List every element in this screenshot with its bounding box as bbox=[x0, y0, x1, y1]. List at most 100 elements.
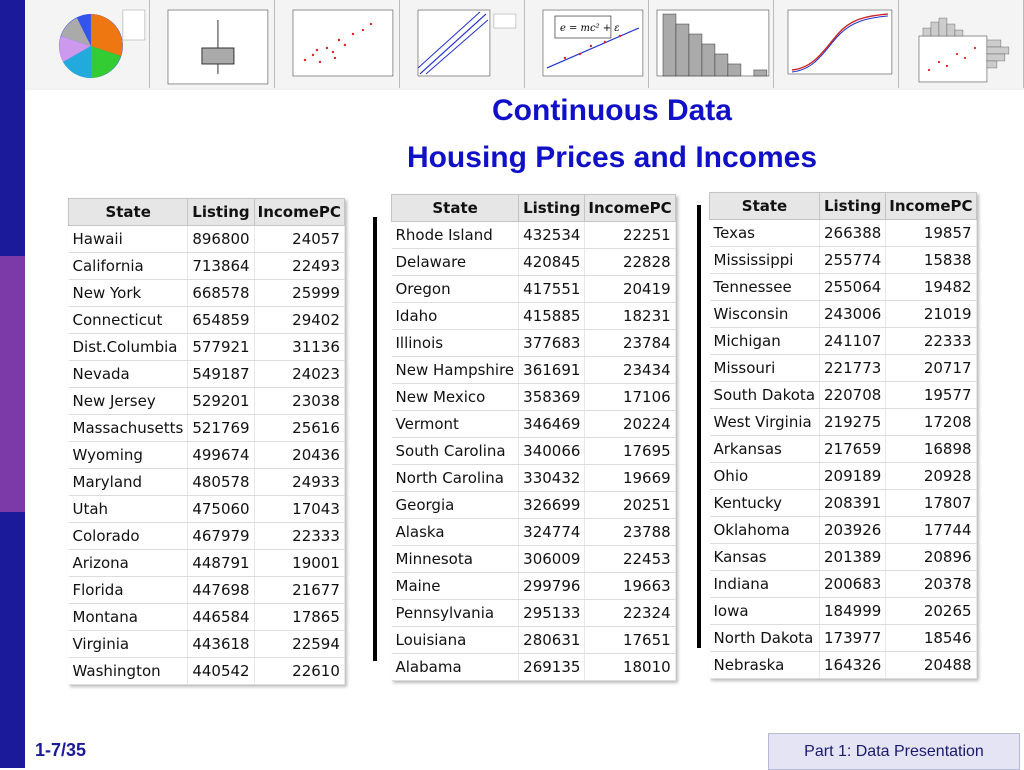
listing-cell: 324774 bbox=[518, 518, 586, 546]
sidebar bbox=[0, 0, 25, 768]
state-cell: Wisconsin bbox=[709, 300, 821, 328]
table-row: Kansas 201389 20896 bbox=[709, 543, 977, 571]
column-header: Listing bbox=[187, 198, 255, 226]
income-cell: 22251 bbox=[584, 221, 676, 249]
pie-chart-thumbnail bbox=[25, 0, 150, 88]
income-cell: 29402 bbox=[254, 306, 345, 334]
slide-title: Continuous Data bbox=[492, 94, 732, 127]
empirical-cdf-thumbnail bbox=[774, 0, 900, 88]
listing-cell: 306009 bbox=[518, 545, 586, 573]
listing-cell: 446584 bbox=[187, 603, 255, 631]
listing-cell: 266388 bbox=[819, 219, 887, 247]
income-cell: 17106 bbox=[584, 383, 676, 411]
income-cell: 17865 bbox=[254, 603, 345, 631]
income-cell: 21019 bbox=[885, 300, 977, 328]
state-cell: Utah bbox=[68, 495, 189, 523]
income-cell: 19857 bbox=[885, 219, 977, 247]
table-row: Missouri 221773 20717 bbox=[709, 354, 977, 382]
table-row: Arkansas 217659 16898 bbox=[709, 435, 977, 463]
table-row: North Dakota 173977 18546 bbox=[709, 624, 977, 652]
state-cell: Connecticut bbox=[68, 306, 189, 334]
table-row: Massachusetts 521769 25616 bbox=[68, 414, 345, 442]
income-cell: 24933 bbox=[254, 468, 345, 496]
sidebar-band-bottom bbox=[0, 512, 25, 768]
listing-cell: 577921 bbox=[187, 333, 255, 361]
listing-cell: 340066 bbox=[518, 437, 586, 465]
income-cell: 19001 bbox=[254, 549, 345, 577]
table-row: Texas 266388 19857 bbox=[709, 219, 977, 247]
data-table-1: State Listing IncomePC Hawaii 896800 24057 Cal… bbox=[67, 198, 345, 685]
state-cell: Massachusetts bbox=[68, 414, 189, 442]
income-cell: 22828 bbox=[584, 248, 676, 276]
state-cell: Colorado bbox=[68, 522, 189, 550]
table-row: Oklahoma 203926 17744 bbox=[709, 516, 977, 544]
table-row: Hawaii 896800 24057 bbox=[68, 225, 345, 253]
state-cell: Rhode Island bbox=[391, 221, 520, 249]
listing-cell: 417551 bbox=[518, 275, 586, 303]
income-cell: 22493 bbox=[254, 252, 345, 280]
marginal-plot-thumbnail bbox=[899, 0, 1024, 88]
income-cell: 20488 bbox=[885, 651, 977, 679]
table-row: Maryland 480578 24933 bbox=[68, 468, 345, 496]
state-cell: Minnesota bbox=[391, 545, 520, 573]
divider-bar-left bbox=[373, 217, 377, 661]
table-row: Alaska 324774 23788 bbox=[391, 518, 676, 546]
income-cell: 18010 bbox=[584, 653, 676, 681]
column-header: State bbox=[67, 198, 189, 226]
svg-text:e = mc² + ε: e = mc² + ε bbox=[559, 23, 619, 34]
listing-cell: 521769 bbox=[187, 414, 255, 442]
income-cell: 16898 bbox=[885, 435, 977, 463]
data-table-3: State Listing IncomePC Texas 266388 19857 Miss… bbox=[708, 192, 977, 679]
state-cell: Pennsylvania bbox=[391, 599, 520, 627]
income-cell: 20896 bbox=[885, 543, 977, 571]
income-cell: 20436 bbox=[254, 441, 345, 469]
state-cell: Nebraska bbox=[709, 651, 821, 679]
table-row: Nebraska 164326 20488 bbox=[709, 651, 977, 679]
table-header-row: State Listing IncomePC bbox=[708, 192, 977, 220]
state-cell: Illinois bbox=[391, 329, 520, 357]
income-cell: 22453 bbox=[584, 545, 676, 573]
listing-cell: 326699 bbox=[518, 491, 586, 519]
table-row: Illinois 377683 23784 bbox=[391, 329, 676, 357]
table-row: Maine 299796 19663 bbox=[391, 572, 676, 600]
listing-cell: 203926 bbox=[819, 516, 887, 544]
listing-cell: 448791 bbox=[187, 549, 255, 577]
listing-cell: 499674 bbox=[187, 441, 255, 469]
column-header: State bbox=[390, 194, 520, 222]
state-cell: Montana bbox=[68, 603, 189, 631]
listing-cell: 420845 bbox=[518, 248, 586, 276]
listing-cell: 255774 bbox=[819, 246, 887, 274]
state-cell: New Mexico bbox=[391, 383, 520, 411]
table-row: Louisiana 280631 17651 bbox=[391, 626, 676, 654]
listing-cell: 467979 bbox=[187, 522, 255, 550]
scatter-plot-thumbnail bbox=[274, 0, 400, 88]
table-header-row: State Listing IncomePC bbox=[67, 198, 345, 226]
state-cell: North Dakota bbox=[709, 624, 821, 652]
listing-cell: 654859 bbox=[187, 306, 255, 334]
table-row: Pennsylvania 295133 22324 bbox=[391, 599, 676, 627]
income-cell: 22324 bbox=[584, 599, 676, 627]
income-cell: 17744 bbox=[885, 516, 977, 544]
state-cell: Tennessee bbox=[709, 273, 821, 301]
column-header: State bbox=[708, 192, 821, 220]
state-cell: Arizona bbox=[68, 549, 189, 577]
listing-cell: 243006 bbox=[819, 300, 887, 328]
state-cell: Dist.Columbia bbox=[68, 333, 189, 361]
state-cell: Missouri bbox=[709, 354, 821, 382]
state-cell: Michigan bbox=[709, 327, 821, 355]
column-header: IncomePC bbox=[584, 194, 676, 222]
income-cell: 23784 bbox=[584, 329, 676, 357]
table-row: Wisconsin 243006 21019 bbox=[709, 300, 977, 328]
state-cell: Idaho bbox=[391, 302, 520, 330]
listing-cell: 447698 bbox=[187, 576, 255, 604]
listing-cell: 346469 bbox=[518, 410, 586, 438]
table-row: West Virginia 219275 17208 bbox=[709, 408, 977, 436]
slide-subtitle: Housing Prices and Incomes bbox=[406, 141, 818, 174]
listing-cell: 209189 bbox=[819, 462, 887, 490]
state-cell: Oklahoma bbox=[709, 516, 821, 544]
state-cell: Vermont bbox=[391, 410, 520, 438]
state-cell: Nevada bbox=[68, 360, 189, 388]
table-row: New Hampshire 361691 23434 bbox=[391, 356, 676, 384]
table-row: Wyoming 499674 20436 bbox=[68, 441, 345, 469]
income-cell: 20928 bbox=[885, 462, 977, 490]
